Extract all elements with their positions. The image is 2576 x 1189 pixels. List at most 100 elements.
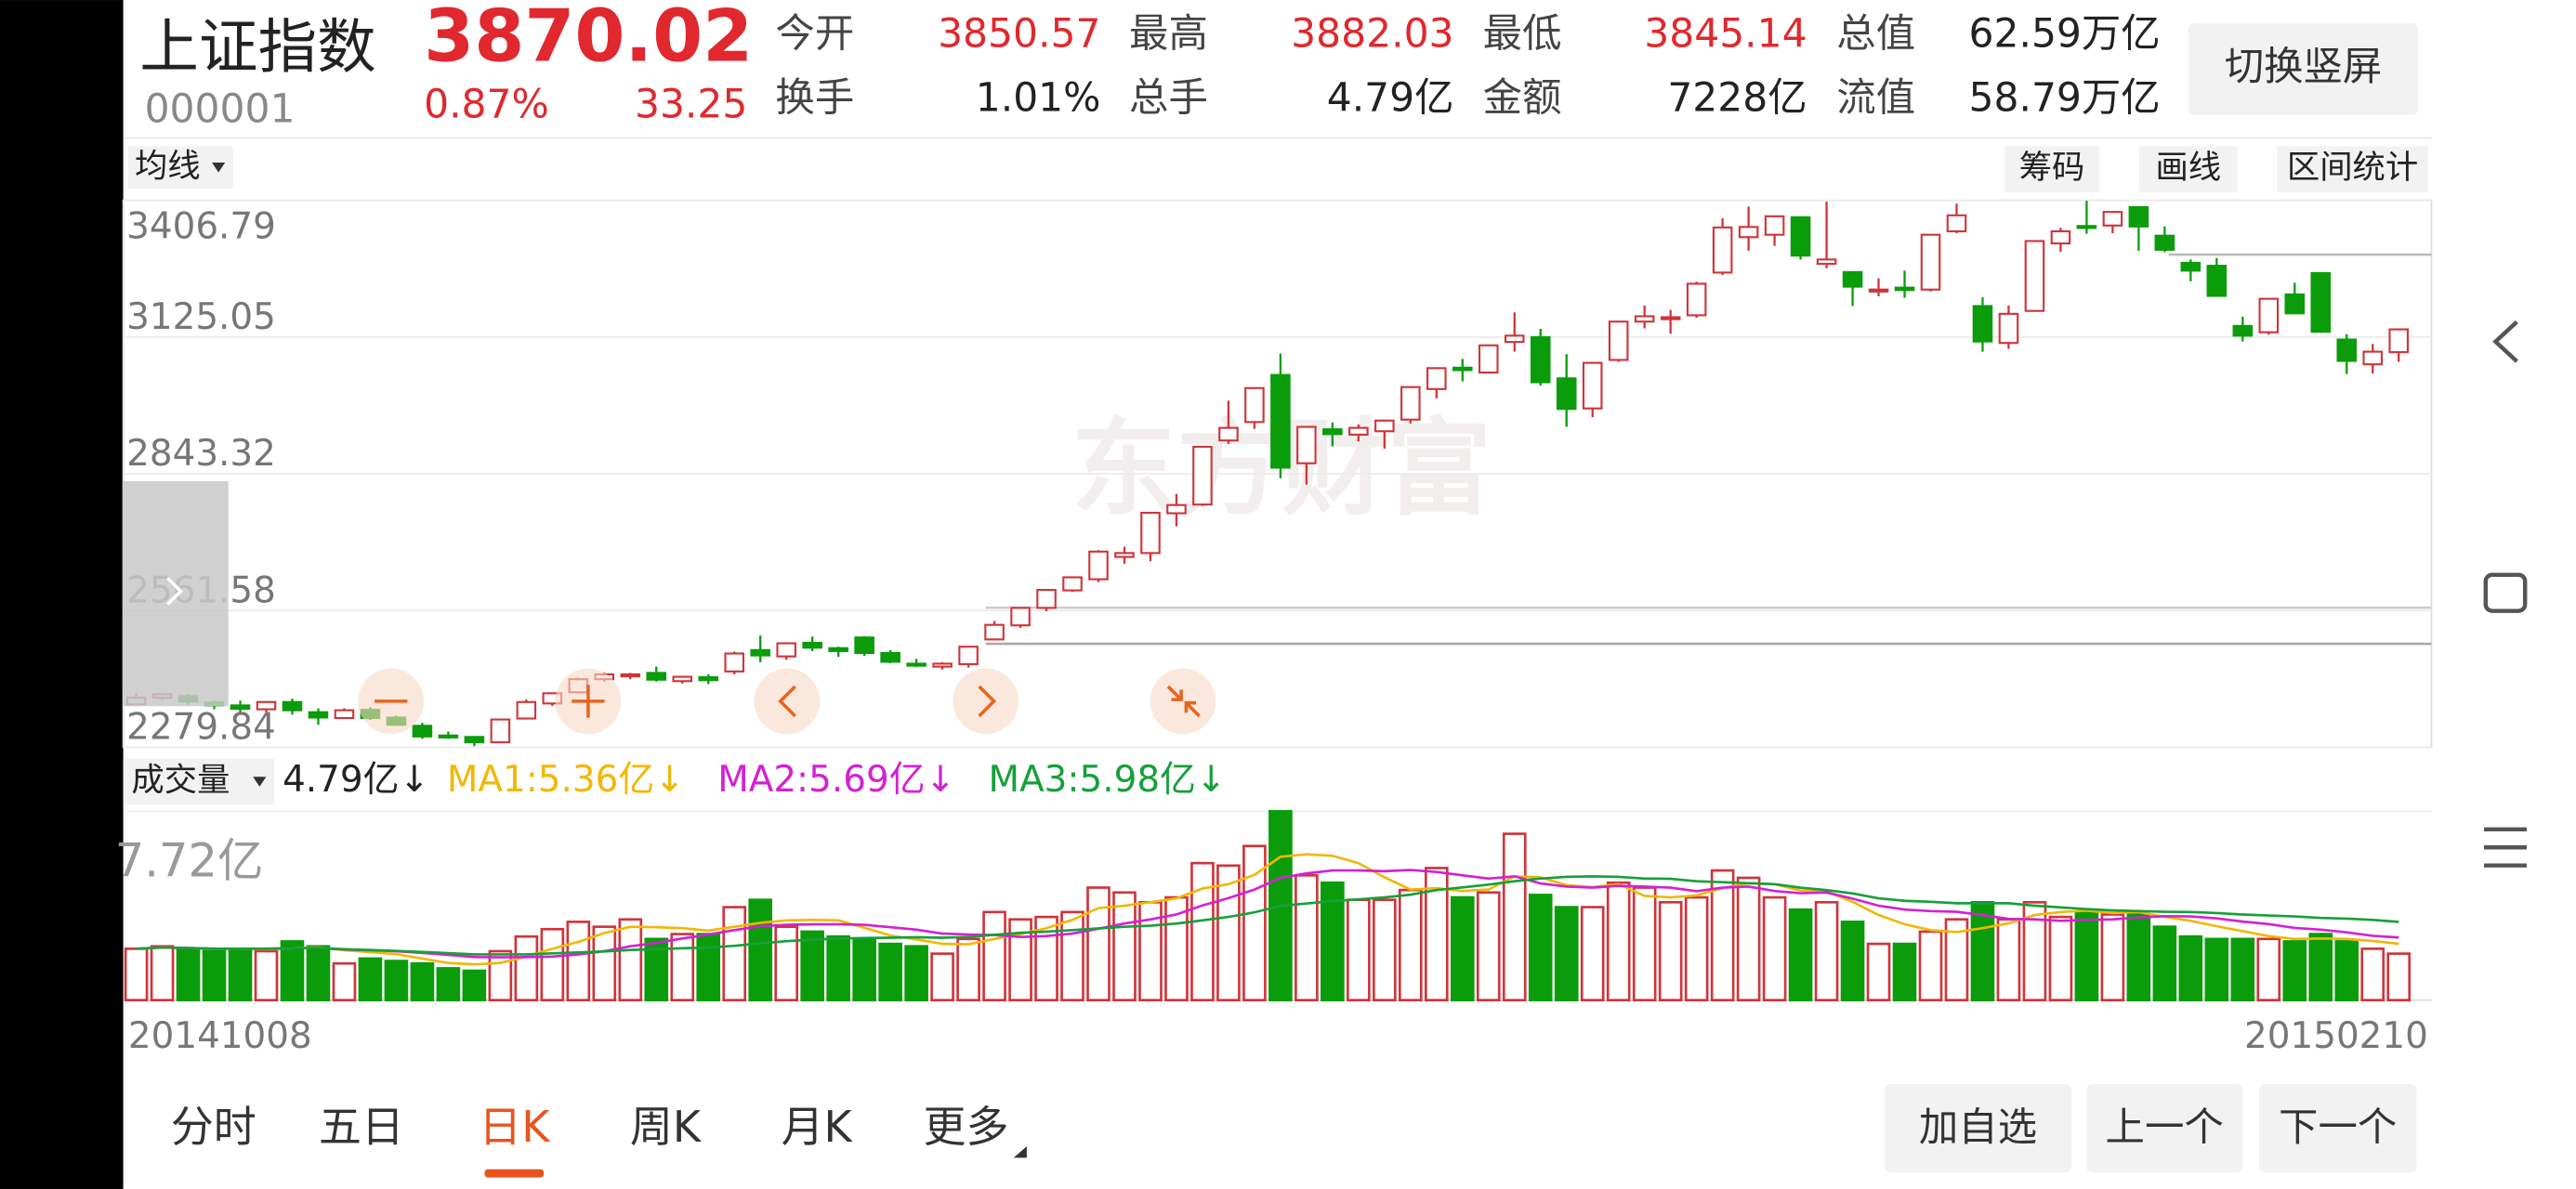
- stat-label: 换手: [775, 75, 854, 121]
- candle-body: [2024, 240, 2045, 312]
- volume-bar: [722, 906, 747, 1001]
- volume-bar: [384, 960, 409, 1001]
- candle-body: [1530, 335, 1551, 384]
- volume-bar: [1476, 891, 1501, 1001]
- candle-body: [906, 662, 927, 667]
- volume-bar: [1008, 918, 1032, 1001]
- candle-body: [2102, 211, 2123, 227]
- volume-bar: [1580, 906, 1605, 1001]
- volume-bar: [1034, 915, 1058, 1001]
- candle-body: [2206, 265, 2228, 297]
- orientation-button[interactable]: [2188, 22, 2419, 115]
- stat-value: 3850.57: [938, 11, 1100, 57]
- candle-body: [1010, 607, 1031, 627]
- candle-body: [1842, 270, 1863, 288]
- tool-button[interactable]: [2004, 146, 2100, 192]
- candle-body: [1608, 320, 1629, 361]
- icon: [1166, 685, 1201, 718]
- current-volume: 4.79亿↓: [283, 759, 429, 801]
- volume-bar: [1347, 898, 1371, 1001]
- orientation-button-label[interactable]: 切换竖屏: [2225, 45, 2383, 90]
- candle-body: [1478, 344, 1499, 374]
- change: 33.25: [635, 82, 747, 127]
- action-button[interactable]: [1884, 1083, 2072, 1173]
- volume-bar: [800, 930, 824, 1001]
- y-tick-label: 7.72亿: [115, 833, 264, 887]
- candle-body: [1556, 377, 1577, 411]
- volume-bar: [1944, 918, 1969, 1001]
- period-tab[interactable]: 五日: [319, 1102, 404, 1152]
- candle-body: [1972, 305, 1993, 343]
- volume-bar: [150, 945, 175, 1001]
- volume-bar: [1450, 895, 1475, 1001]
- period-tab[interactable]: 更多: [924, 1102, 1009, 1152]
- scroll-right[interactable]: [953, 668, 1019, 735]
- volume-bar: [956, 937, 980, 1001]
- volume-title[interactable]: 成交量: [131, 762, 230, 800]
- candle-body: [2362, 350, 2384, 366]
- volume-bar: [696, 933, 721, 1001]
- side-panel-handle[interactable]: [123, 481, 229, 707]
- period-tab[interactable]: 周K: [630, 1102, 703, 1152]
- candle-body: [2050, 229, 2071, 245]
- volume-bar: [1528, 894, 1553, 1001]
- volume-bar: [1840, 921, 1865, 1001]
- tool-button[interactable]: [2138, 146, 2238, 192]
- volume-bar: [462, 969, 487, 1001]
- action-button-label[interactable]: 下一个: [2279, 1105, 2397, 1151]
- volume-select[interactable]: [123, 758, 275, 805]
- volume-bar: [618, 918, 643, 1001]
- candle-body: [724, 652, 745, 673]
- tool-button-label[interactable]: 筹码: [2019, 149, 2085, 187]
- nav-menu[interactable]: [2484, 827, 2527, 868]
- volume-bar: [1606, 881, 1631, 1001]
- volume-bar: [1242, 844, 1267, 1001]
- stat-value: 62.59万亿: [1969, 11, 2161, 57]
- volume-bar: [2022, 900, 2047, 1001]
- stat-label: 金额: [1483, 75, 1562, 121]
- volume-bar: [1736, 876, 1761, 1001]
- action-button-label[interactable]: 上一个: [2106, 1105, 2224, 1151]
- candle-body: [2154, 234, 2175, 251]
- nav-home[interactable]: [2483, 572, 2528, 613]
- candle-body: [1426, 367, 1447, 390]
- candle-body: [1400, 385, 1421, 421]
- volume-bar: [852, 937, 876, 1001]
- action-button[interactable]: [2258, 1083, 2417, 1173]
- candle-body: [620, 673, 641, 678]
- candle-body: [282, 700, 303, 712]
- reset-zoom[interactable]: [1150, 668, 1216, 735]
- period-tab[interactable]: 日K: [479, 1102, 551, 1152]
- volume-bar: [1295, 874, 1319, 1001]
- index-title: 上证指数: [139, 13, 376, 82]
- volume-bar: [228, 947, 253, 1001]
- legend-entry: MA1:5.36亿↓: [447, 759, 685, 801]
- candle-body: [2336, 338, 2358, 362]
- action-button-label[interactable]: 加自选: [1919, 1105, 2037, 1151]
- volume-bar: [1918, 930, 1943, 1001]
- tool-button-label[interactable]: 画线: [2155, 149, 2221, 187]
- volume-bar: [514, 934, 539, 1001]
- volume-bar: [2386, 952, 2412, 1001]
- period-tab[interactable]: 分时: [171, 1102, 256, 1152]
- candle-body: [1634, 315, 1655, 323]
- volume-bar: [306, 945, 331, 1001]
- nav-back[interactable]: [2492, 320, 2518, 363]
- tool-button-label[interactable]: 区间统计: [2287, 149, 2418, 187]
- volume-bar: [332, 961, 357, 1001]
- volume-bar: [878, 942, 902, 1001]
- stat-value: 3882.03: [1291, 11, 1453, 57]
- indicator-label[interactable]: 均线: [135, 147, 201, 185]
- volume-bar: [1373, 898, 1397, 1001]
- candle-body: [1374, 419, 1395, 433]
- candle-body: [750, 648, 770, 657]
- scroll-left[interactable]: [754, 668, 821, 735]
- action-button[interactable]: [2086, 1083, 2243, 1173]
- volume-bar: [2048, 915, 2073, 1001]
- tool-button[interactable]: [2277, 146, 2428, 192]
- period-tab[interactable]: 月K: [782, 1102, 854, 1152]
- candle-body: [776, 642, 796, 658]
- volume-bar: [2152, 925, 2177, 1001]
- candle-body: [932, 662, 953, 668]
- stat-value: 7228亿: [1667, 75, 1807, 121]
